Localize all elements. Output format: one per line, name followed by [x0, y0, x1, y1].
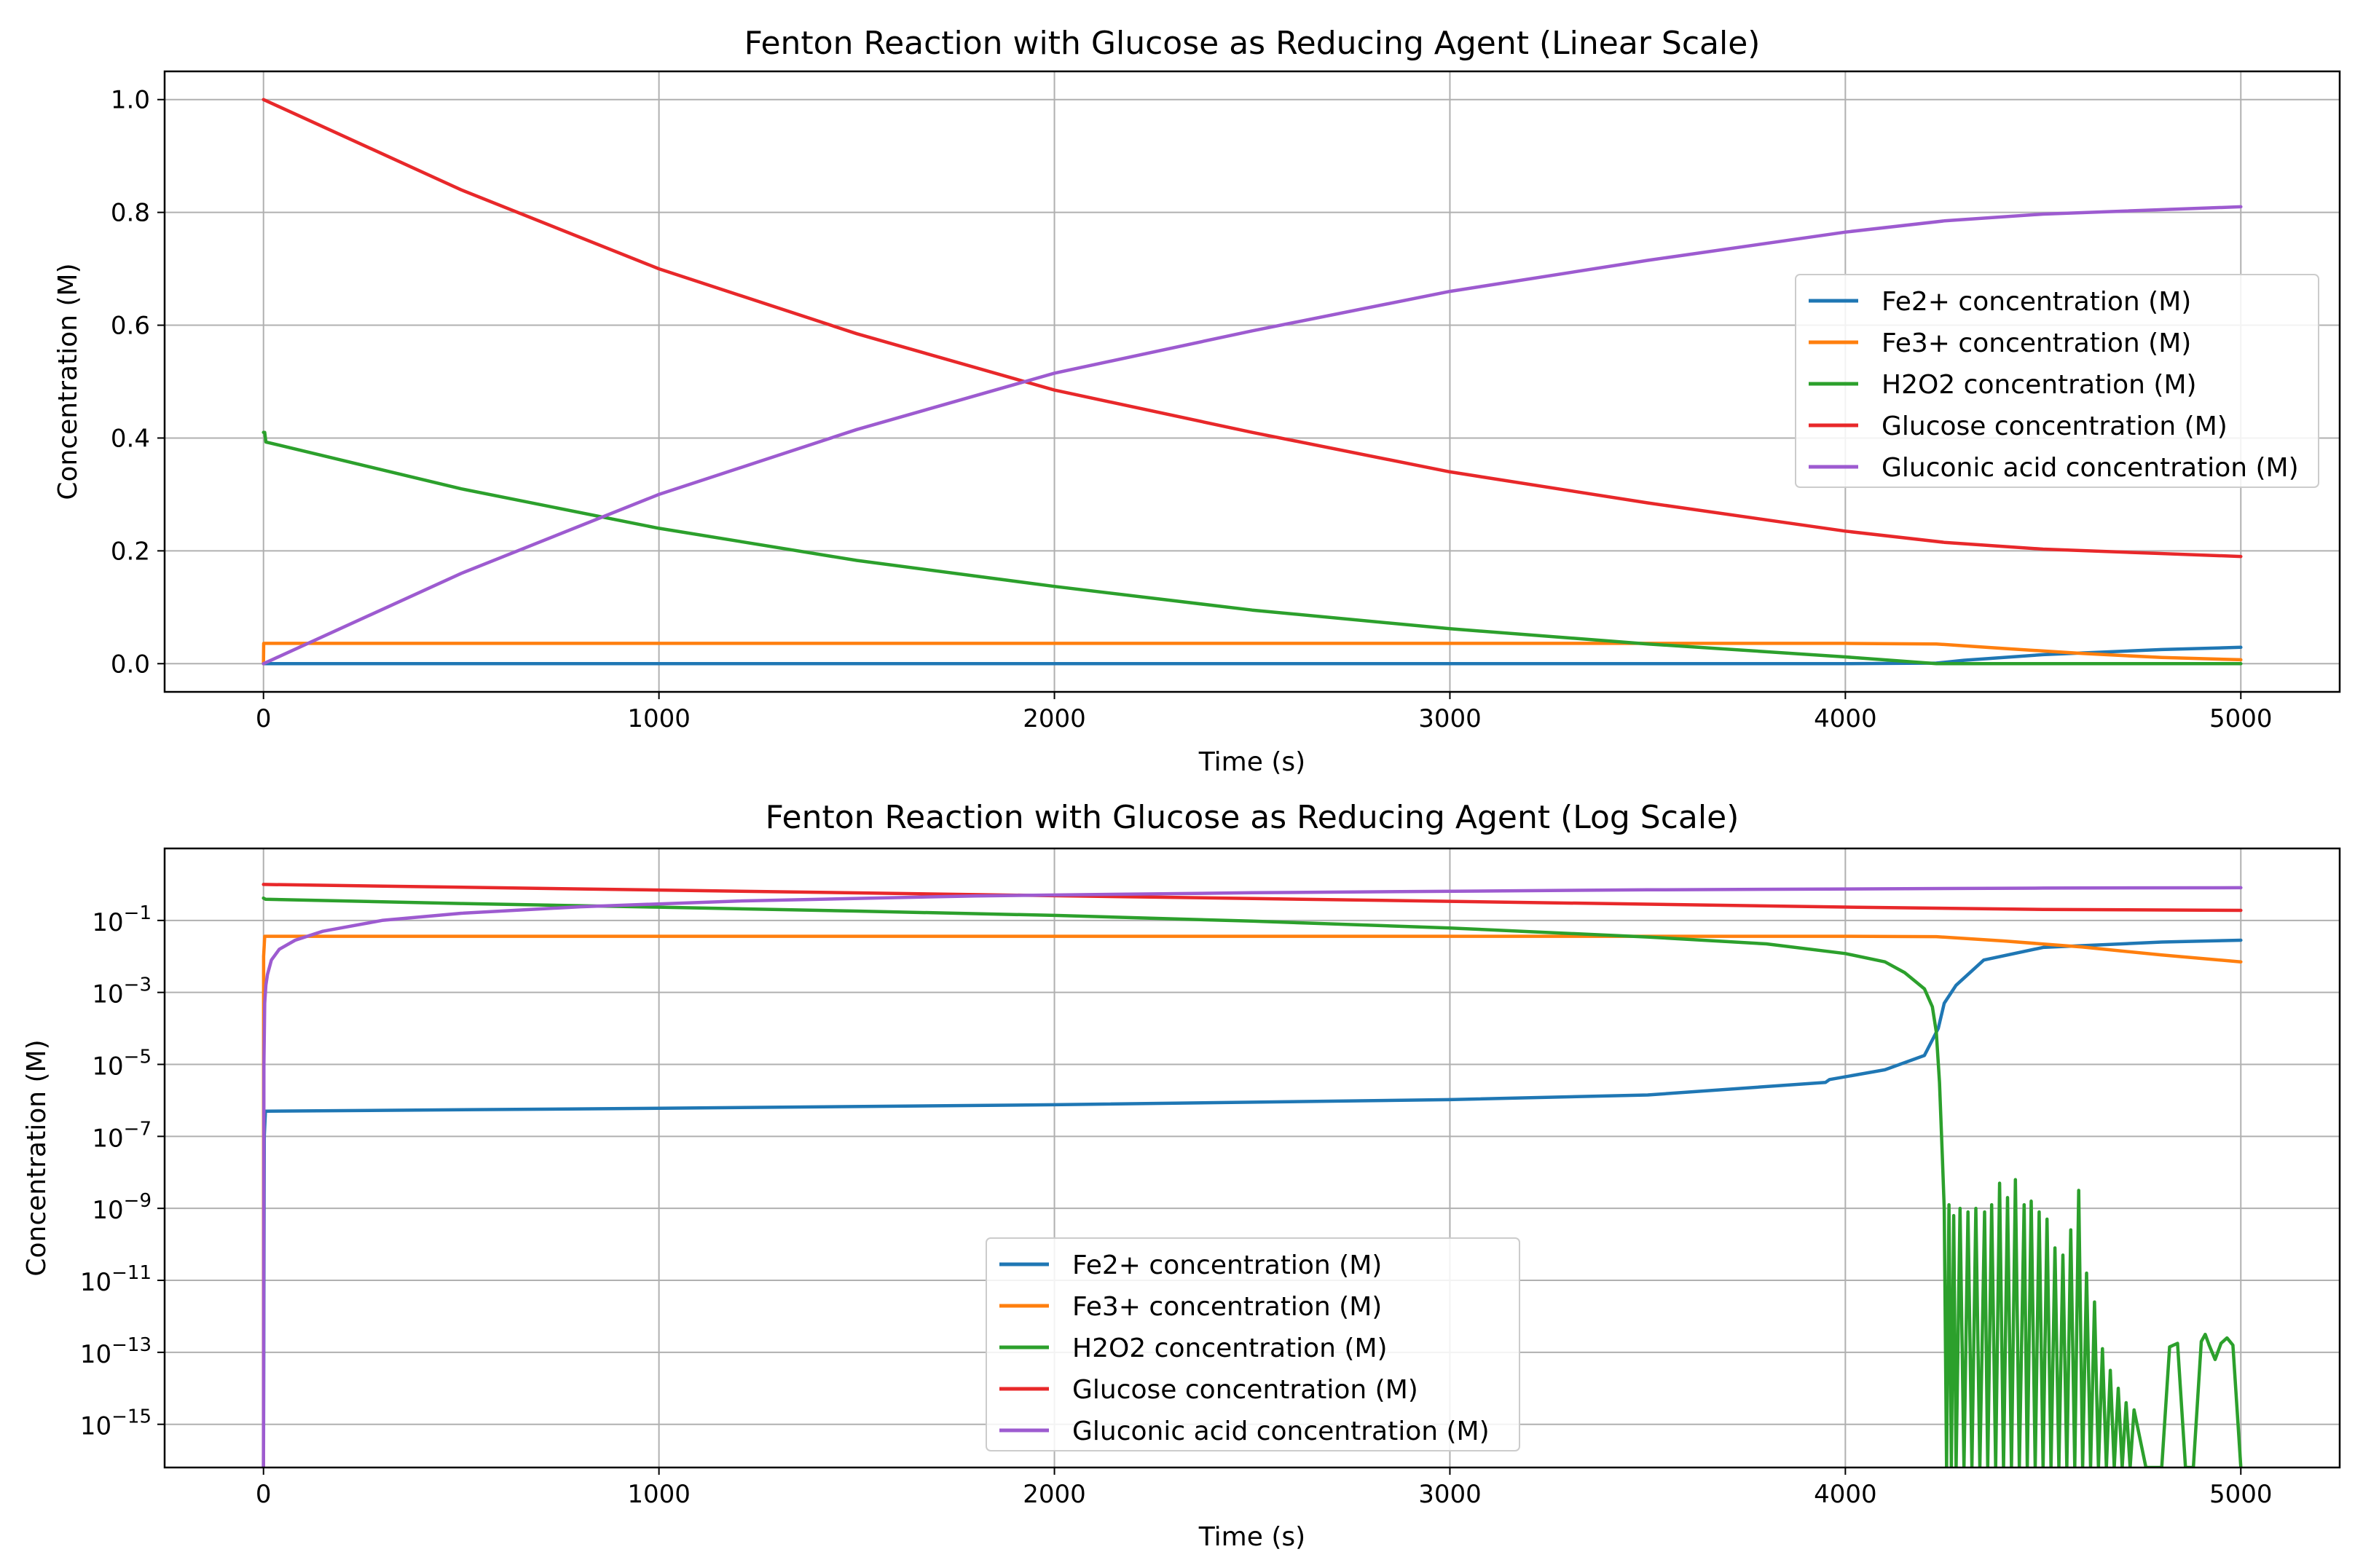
x-tick-label: 2000	[1023, 1480, 1086, 1509]
chart-title: Fenton Reaction with Glucose as Reducing…	[766, 799, 1739, 836]
y-tick-exponent: −1	[124, 902, 152, 924]
y-tick-exponent: −3	[124, 974, 152, 996]
legend: Fe2+ concentration (M) Fe3+ concentration…	[986, 1237, 1520, 1451]
series-line	[262, 886, 2243, 1467]
y-tick-label: 10−13	[80, 1334, 152, 1369]
x-axis-label: Time (s)	[1198, 1522, 1305, 1552]
x-tick-label: 4000	[1814, 704, 1877, 733]
legend-label: Fe2+ concentration (M)	[1072, 1250, 1382, 1280]
y-tick-base: 10	[80, 1412, 111, 1441]
y-tick-label: 10−11	[80, 1262, 152, 1297]
chart-title: Fenton Reaction with Glucose as Reducing…	[744, 25, 1761, 62]
x-axis-label: Time (s)	[1198, 747, 1305, 777]
legend-box	[986, 1237, 1520, 1451]
x-tick-label: 1000	[627, 704, 691, 733]
series-line	[262, 430, 2243, 666]
linear-scale-chart: 0 1000 2000 3000 4000 5000 0.0 0.2 0.4 0.6 0.8 1.0 F…	[53, 25, 2341, 777]
x-tick-label: 5000	[2209, 704, 2273, 733]
y-tick-label: 0.8	[111, 199, 150, 228]
x-tick-label: 2000	[1023, 704, 1086, 733]
y-tick-label: 10−5	[92, 1047, 152, 1082]
x-tick-label: 3000	[1418, 704, 1482, 733]
y-tick-label: 10−7	[92, 1118, 152, 1153]
y-tick-base: 10	[92, 908, 123, 937]
y-tick-base: 10	[92, 1124, 123, 1153]
series-line	[262, 98, 2243, 559]
series-line	[262, 896, 2243, 1467]
y-tick-exponent: −11	[111, 1262, 152, 1284]
y-tick-exponent: −9	[124, 1190, 152, 1212]
y-tick-exponent: −15	[111, 1406, 152, 1428]
x-tick-label: 0	[256, 704, 272, 733]
x-tick-label: 1000	[627, 1480, 691, 1509]
y-tick-label: 0.6	[111, 312, 150, 341]
y-tick-base: 10	[92, 1052, 123, 1082]
y-tick-exponent: −7	[124, 1118, 152, 1140]
x-tick-label: 0	[256, 1480, 272, 1509]
x-tick-label: 4000	[1814, 1480, 1877, 1509]
series-line	[262, 205, 2243, 666]
plot-frame	[163, 847, 2341, 1469]
series-line	[262, 642, 2243, 666]
y-tick-label: 0.2	[111, 537, 150, 566]
series-group	[262, 883, 2243, 1467]
y-tick-label: 0.4	[111, 424, 150, 453]
series-line	[262, 938, 2243, 1467]
y-tick-base: 10	[92, 1196, 123, 1225]
y-tick-exponent: −5	[124, 1047, 152, 1068]
plot-frame	[163, 70, 2341, 693]
legend-label: Glucose concentration (M)	[1072, 1375, 1418, 1405]
y-axis-label: Concentration (M)	[22, 1039, 52, 1276]
legend-label: Fe3+ concentration (M)	[1072, 1292, 1382, 1322]
y-tick-exponent: −13	[111, 1334, 152, 1356]
series-line	[262, 645, 2243, 666]
x-tick-label: 5000	[2209, 1480, 2273, 1509]
legend-label: Gluconic acid concentration (M)	[1882, 453, 2299, 483]
y-tick-label: 0.0	[111, 650, 150, 679]
y-tick-label: 10−15	[80, 1406, 152, 1441]
y-tick-label: 1.0	[111, 86, 150, 115]
legend-label: Gluconic acid concentration (M)	[1072, 1417, 1490, 1446]
y-tick-base: 10	[92, 980, 123, 1009]
legend-label: Fe3+ concentration (M)	[1882, 328, 2191, 358]
legend-label: H2O2 concentration (M)	[1882, 370, 2197, 400]
y-tick-label: 10−9	[92, 1190, 152, 1225]
legend-box	[1795, 274, 2319, 488]
legend-label: Fe2+ concentration (M)	[1882, 287, 2191, 317]
y-tick-label: 10−3	[92, 974, 152, 1009]
y-tick-label: 10−1	[92, 902, 152, 937]
log-scale-chart: 0 1000 2000 3000 4000 500010−110−310−510−710−…	[22, 799, 2341, 1552]
x-tick-label: 3000	[1418, 1480, 1482, 1509]
legend-label: Glucose concentration (M)	[1882, 411, 2228, 441]
y-axis-label: Concentration (M)	[53, 263, 83, 500]
legend-label: H2O2 concentration (M)	[1072, 1333, 1388, 1363]
series-line	[262, 883, 2243, 913]
series-group	[262, 98, 2243, 666]
legend: Fe2+ concentration (M) Fe3+ concentration…	[1795, 274, 2319, 488]
y-tick-base: 10	[80, 1268, 111, 1297]
y-tick-base: 10	[80, 1340, 111, 1369]
